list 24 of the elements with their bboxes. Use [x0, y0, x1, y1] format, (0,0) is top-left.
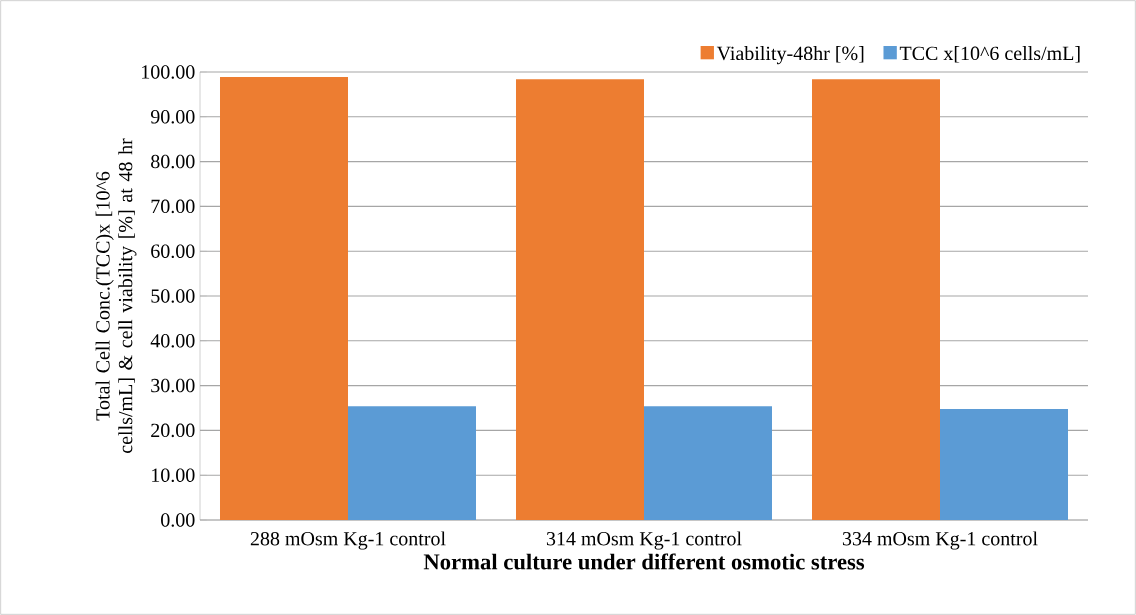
legend-label: TCC x[10^6 cells/mL]: [899, 46, 1080, 63]
y-tick-label: 50.00: [151, 289, 195, 303]
y-tick-label: 90.00: [150, 110, 195, 124]
bar: [348, 406, 476, 520]
bar: [220, 76, 348, 520]
y-tick-label: 30.00: [151, 378, 195, 393]
y-tick-label: 10.00: [152, 468, 195, 482]
y-axis-title: Total Cell Conc.(TCC)x [10^6 cells/mL] & cell viability [%] at 48 hr: [95, 138, 137, 453]
bar: [940, 408, 1069, 520]
y-tick-label: 40.00: [150, 334, 195, 348]
bar: [812, 79, 940, 520]
x-axis-title: Normal culture under different osmotic stress: [423, 553, 865, 570]
y-tick-label: 0.00: [161, 513, 195, 527]
bar: [516, 79, 644, 520]
bar: [644, 406, 772, 520]
x-tick-label: 334 mOsm Kg-1 control: [842, 531, 1038, 550]
y-tick-label: 60.00: [151, 244, 195, 258]
y-tick-label: 20.00: [151, 423, 195, 438]
legend-label: Viability-48hr [%]: [716, 46, 864, 65]
y-tick-label: 70.00: [151, 199, 195, 214]
x-tick-label: 314 mOsm Kg-1 control: [546, 531, 742, 550]
y-tick-label: 80.00: [151, 154, 195, 169]
y-tick-label: 100.00: [142, 65, 195, 79]
x-tick-label: 288 mOsm Kg-1 control: [250, 531, 446, 550]
